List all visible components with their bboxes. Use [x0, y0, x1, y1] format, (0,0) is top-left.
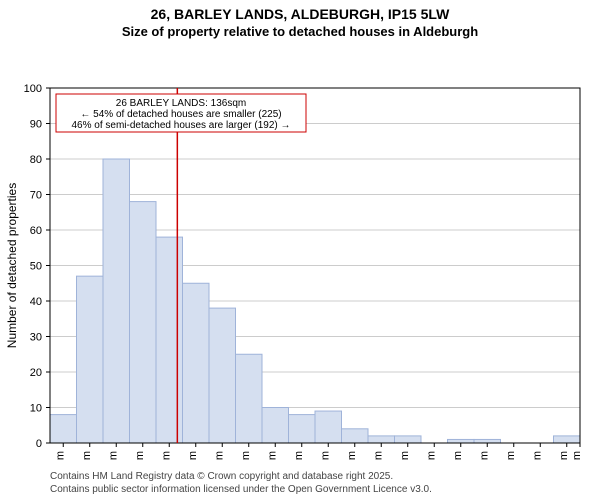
svg-text:90: 90: [30, 118, 42, 130]
svg-text:50: 50: [30, 260, 42, 272]
svg-text:347sqm: 347sqm: [399, 451, 411, 460]
chart-titles: 26, BARLEY LANDS, ALDEBURGH, IP15 5LW Si…: [0, 0, 600, 40]
svg-text:Number of detached properties: Number of detached properties: [5, 183, 19, 348]
svg-text:323sqm: 323sqm: [372, 451, 384, 460]
svg-text:274sqm: 274sqm: [319, 451, 331, 460]
svg-text:70: 70: [30, 189, 42, 201]
svg-text:128sqm: 128sqm: [160, 451, 172, 460]
footer-attribution: Contains HM Land Registry data © Crown c…: [50, 471, 432, 496]
histogram-chart: 0 10 20 30 40 50 60 70 80 90 100 31sqm 55sqm 80sqm 104…: [0, 40, 600, 460]
svg-text:494sqm: 494sqm: [558, 451, 570, 460]
svg-text:177sqm: 177sqm: [213, 451, 225, 460]
svg-text:201sqm: 201sqm: [240, 451, 252, 460]
footer-line-1: Contains HM Land Registry data © Crown c…: [50, 471, 432, 484]
svg-text:299sqm: 299sqm: [346, 451, 358, 460]
svg-text:20: 20: [30, 367, 42, 379]
svg-text:372sqm: 372sqm: [425, 451, 437, 460]
svg-text:40: 40: [30, 296, 42, 308]
svg-text:55sqm: 55sqm: [81, 451, 93, 460]
title-line-2: Size of property relative to detached ho…: [0, 24, 600, 40]
svg-text:10: 10: [30, 402, 42, 414]
svg-text:396sqm: 396sqm: [452, 451, 464, 460]
svg-text:31sqm: 31sqm: [54, 451, 66, 460]
svg-text:80sqm: 80sqm: [107, 451, 119, 460]
svg-text:46% of semi-detached houses ar: 46% of semi-detached houses are larger (…: [71, 120, 290, 131]
svg-text:← 54% of detached houses are s: ← 54% of detached houses are smaller (22…: [80, 109, 281, 120]
svg-text:80: 80: [30, 154, 42, 166]
svg-text:0: 0: [36, 438, 42, 450]
svg-text:100: 100: [24, 83, 42, 95]
svg-text:518sqm: 518sqm: [571, 451, 583, 460]
svg-text:421sqm: 421sqm: [478, 451, 490, 460]
svg-text:30: 30: [30, 331, 42, 343]
svg-text:153sqm: 153sqm: [187, 451, 199, 460]
svg-text:104sqm: 104sqm: [134, 451, 146, 460]
footer-line-2: Contains public sector information licen…: [50, 484, 432, 497]
svg-text:226sqm: 226sqm: [266, 451, 278, 460]
title-line-1: 26, BARLEY LANDS, ALDEBURGH, IP15 5LW: [0, 6, 600, 24]
svg-text:445sqm: 445sqm: [505, 451, 517, 460]
svg-text:469sqm: 469sqm: [531, 451, 543, 460]
svg-text:250sqm: 250sqm: [293, 451, 305, 460]
svg-text:60: 60: [30, 225, 42, 237]
svg-text:26 BARLEY LANDS: 136sqm: 26 BARLEY LANDS: 136sqm: [116, 98, 246, 109]
